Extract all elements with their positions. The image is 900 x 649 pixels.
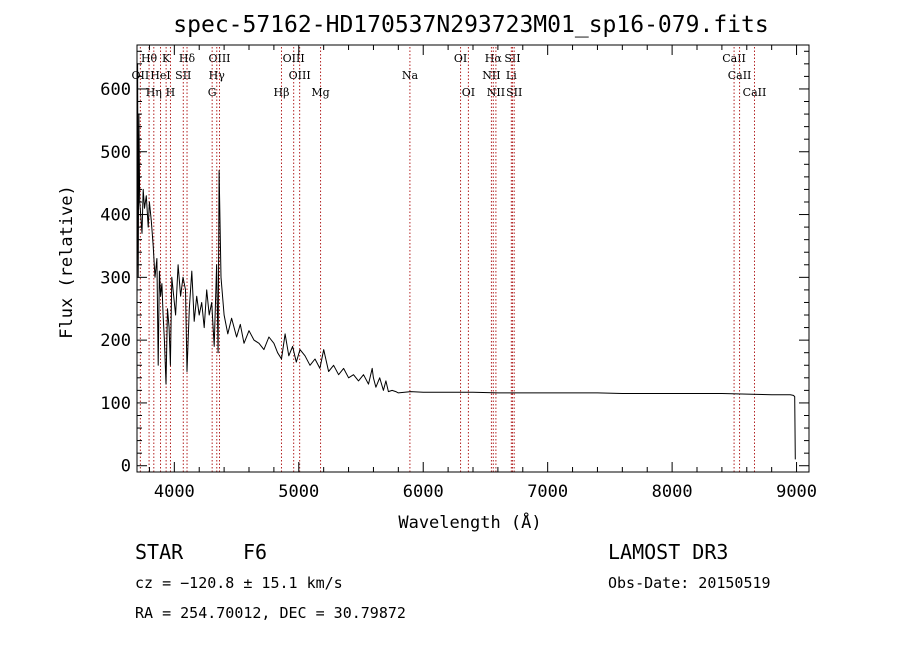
y-tick-label: 100: [100, 394, 131, 414]
line-label-NII-a: NII: [482, 69, 500, 82]
line-label-G: G: [208, 86, 217, 99]
axes: 4000 5000 6000 7000 8000 9000 0 100 200 300 400 500…: [100, 44, 817, 502]
x-tick-label: 9000: [776, 482, 817, 502]
line-label-H-theta: Hθ: [141, 52, 158, 65]
subclass: F6: [243, 540, 268, 564]
obs-date: Obs-Date: 20150519: [608, 574, 771, 592]
line-label-OIII-c: OIII: [289, 69, 311, 82]
line-label-SII-c: SII: [506, 86, 522, 99]
coordinates: RA = 254.70012, DEC = 30.79872: [135, 604, 406, 622]
x-tick-label: 4000: [154, 482, 195, 502]
line-label-H-beta: Hβ: [274, 86, 290, 99]
line-label-CaII-a: CaII: [722, 52, 746, 65]
line-label-SII-a: SII: [504, 52, 520, 65]
object-class: STAR: [135, 540, 184, 564]
line-label-H-delta: Hδ: [179, 52, 196, 65]
line-label-OIII-a: OIII: [208, 52, 230, 65]
line-label-Li: Li: [506, 69, 517, 82]
x-tick-label: 6000: [403, 482, 444, 502]
x-tick-label: 8000: [652, 482, 693, 502]
line-label-CaII-b: CaII: [728, 69, 752, 82]
line-label-NII-b: NII: [487, 86, 505, 99]
line-label-HeI: HeI: [150, 69, 170, 82]
line-label-K: K: [162, 52, 171, 65]
series-0-line: [136, 63, 796, 460]
line-label-Na: Na: [402, 69, 419, 82]
plot-frame: [136, 44, 810, 473]
y-axis-label: Flux (relative): [57, 185, 77, 339]
line-label-OII: OII: [132, 69, 150, 82]
line-label-OI-b: OI: [462, 86, 475, 99]
y-tick-label: 0: [121, 457, 131, 477]
x-tick-label: 5000: [278, 482, 319, 502]
line-label-Mg: Mg: [311, 86, 329, 99]
line-label-SII-b: SII: [175, 69, 191, 82]
y-tick-label: 600: [100, 80, 131, 100]
line-label-H: H: [166, 86, 176, 99]
chart-title: spec-57162-HD170537N293723M01_sp16-079.f…: [173, 12, 768, 38]
line-label-H-alpha: Hα: [485, 52, 503, 65]
y-tick-label: 200: [100, 331, 131, 351]
line-label-OI-a: OI: [454, 52, 467, 65]
y-tick-label: 500: [100, 143, 131, 163]
spectrum-series: [136, 63, 796, 460]
x-tick-label: 7000: [527, 482, 568, 502]
y-tick-label: 300: [100, 268, 131, 288]
survey-name: LAMOST DR3: [608, 540, 729, 564]
x-axis-label: Wavelength (Å): [398, 511, 541, 533]
line-label-CaII-c: CaII: [743, 86, 767, 99]
line-label-H-eta: Hη: [146, 86, 162, 99]
line-label-H-gamma: Hγ: [209, 69, 226, 82]
y-tick-label: 400: [100, 206, 131, 226]
line-label-OIII-b: OIII: [283, 52, 305, 65]
redshift-value: cz = −120.8 ± 15.1 km/s: [135, 574, 343, 592]
